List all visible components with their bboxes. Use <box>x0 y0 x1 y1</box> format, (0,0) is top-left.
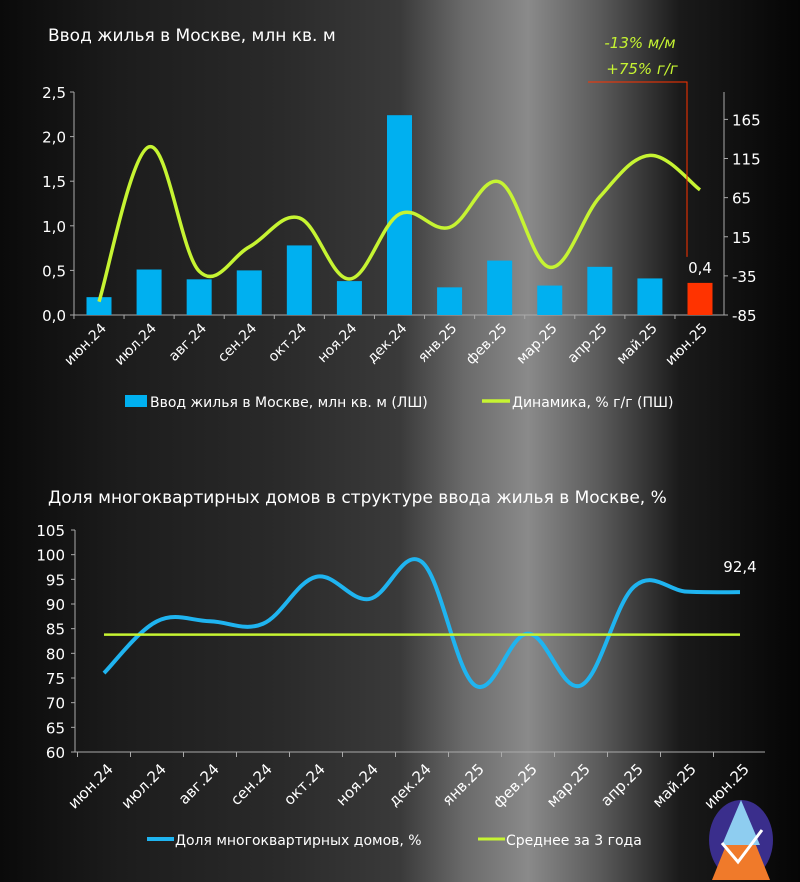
y-tick-label: 95 <box>46 571 65 589</box>
x-tick-label: июл.24 <box>118 760 170 812</box>
bar <box>437 287 463 315</box>
y-tick-label: 100 <box>36 547 65 565</box>
x-tick-label: фев.25 <box>463 321 510 368</box>
x-tick-label: ноя.24 <box>315 320 361 366</box>
x-tick-label: апр.25 <box>565 321 611 367</box>
x-tick-label: янв.25 <box>439 760 488 809</box>
bar <box>136 269 162 315</box>
x-tick-label: окт.24 <box>265 320 310 365</box>
y-tick-label: 1,5 <box>42 173 66 191</box>
bar <box>587 266 613 315</box>
y-tick-label: 1,0 <box>42 218 66 236</box>
y2-tick-label: 115 <box>732 151 761 169</box>
legend-bar-swatch <box>125 395 147 407</box>
x-tick-label: июн.24 <box>62 320 110 368</box>
x-tick-label: сен.24 <box>215 320 260 365</box>
bar <box>286 245 312 315</box>
x-tick-label: май.25 <box>614 321 661 368</box>
y-tick-label: 2,0 <box>42 129 66 147</box>
y2-tick-label: 165 <box>732 111 761 129</box>
x-tick-label: янв.25 <box>415 321 460 366</box>
bar <box>637 278 663 315</box>
y2-tick-label: 65 <box>732 190 751 208</box>
bar <box>336 281 362 315</box>
yoy-line <box>97 145 702 303</box>
x-tick-label: мар.25 <box>514 321 561 368</box>
bar <box>537 285 563 315</box>
y-tick-label: 65 <box>46 719 65 737</box>
x-tick-label: июл.24 <box>112 320 160 368</box>
annotation-yoy: +75% г/г <box>606 60 678 78</box>
logo <box>709 800 773 880</box>
x-tick-label: мар.25 <box>543 760 594 811</box>
x-tick-label: май.25 <box>649 760 700 811</box>
bar <box>236 270 262 315</box>
y-tick-label: 0,5 <box>42 262 66 280</box>
y-tick-label: 0,0 <box>42 307 66 325</box>
legend-line-label: Динамика, % г/г (ПШ) <box>512 395 673 411</box>
bar <box>186 279 212 315</box>
x-tick-label: авг.24 <box>166 320 210 364</box>
x-tick-label: окт.24 <box>280 760 329 809</box>
legend-share-label: Доля многоквартирных домов, % <box>175 833 422 849</box>
chart-title: Доля многоквартирных домов в структуре в… <box>48 488 667 508</box>
y2-tick-label: -35 <box>732 268 757 286</box>
chart-title: Ввод жилья в Москве, млн кв. м <box>48 26 336 46</box>
y-tick-label: 70 <box>46 695 65 713</box>
x-tick-label: авг.24 <box>175 760 223 808</box>
y-tick-label: 75 <box>46 670 65 688</box>
legend-average-label: Среднее за 3 года <box>506 833 642 849</box>
x-tick-label: июн.25 <box>663 321 711 369</box>
data-label: 92,4 <box>723 558 756 576</box>
x-tick-label: ноя.24 <box>332 760 381 809</box>
bar <box>86 297 112 315</box>
annotation-bracket <box>588 81 688 257</box>
legend-bar-label: Ввод жилья в Москве, млн кв. м (ЛШ) <box>150 395 428 411</box>
y-tick-label: 2,5 <box>42 84 66 102</box>
annotation-mom: -13% м/м <box>604 34 675 52</box>
bar <box>487 260 513 315</box>
x-tick-label: фев.25 <box>489 760 540 811</box>
y-tick-label: 85 <box>46 621 65 639</box>
y-tick-label: 80 <box>46 645 65 663</box>
y-tick-label: 60 <box>46 744 65 762</box>
y2-tick-label: 15 <box>732 229 751 247</box>
x-tick-label: июн.24 <box>64 760 116 812</box>
x-tick-label: апр.25 <box>597 760 647 810</box>
y-tick-label: 90 <box>46 596 65 614</box>
x-tick-label: дек.24 <box>385 760 435 810</box>
logo-trend-icon <box>720 829 764 865</box>
logo-letter-top <box>722 800 760 845</box>
x-tick-label: сен.24 <box>227 760 276 809</box>
bar <box>687 282 713 315</box>
data-label: 0,4 <box>688 259 712 277</box>
x-tick-label: дек.24 <box>364 320 410 366</box>
y-tick-label: 105 <box>36 522 65 540</box>
y2-tick-label: -85 <box>732 307 757 325</box>
share-line <box>102 557 741 690</box>
